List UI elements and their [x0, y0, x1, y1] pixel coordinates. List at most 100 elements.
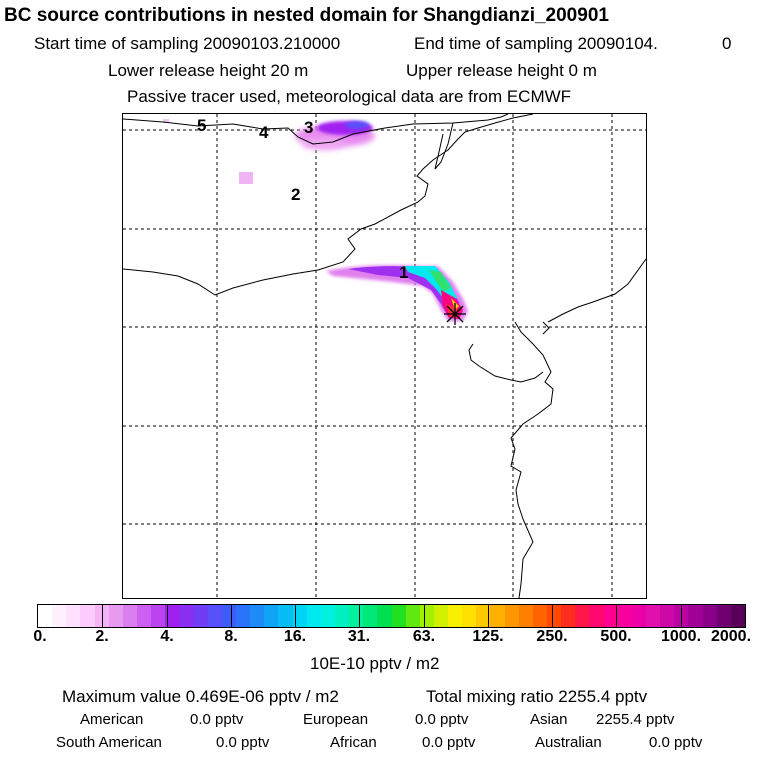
colorbar-swatch — [250, 605, 264, 627]
colorbar-swatch — [363, 605, 377, 627]
colorbar-tick-label: 8. — [224, 628, 238, 645]
start-time-label: Start time of sampling 20090103.210000 — [34, 34, 341, 53]
colorbar-swatch — [703, 605, 717, 627]
colorbar-swatch — [505, 605, 519, 627]
plume-patch-5 — [163, 119, 169, 123]
colorbar-tick-label: 125. — [472, 628, 504, 645]
colorbar-swatch — [307, 605, 321, 627]
colorbar-tick-label: 250. — [536, 628, 568, 645]
plume-north — [295, 121, 375, 150]
source-label-1: 1 — [399, 263, 408, 282]
page-title: BC source contributions in nested domain… — [4, 5, 609, 26]
colorbar-separator — [616, 605, 617, 627]
source-label-5: 5 — [197, 116, 206, 135]
colorbar-separator — [167, 605, 168, 627]
colorbar-swatch — [109, 605, 123, 627]
colorbar-swatch — [194, 605, 208, 627]
region-name-american: American — [80, 711, 144, 728]
colorbar-tick-label: 1000. — [660, 628, 702, 645]
colorbar-swatch — [66, 605, 80, 627]
end-time-label: End time of sampling 20090104. — [414, 34, 658, 53]
colorbar-swatch — [632, 605, 646, 627]
region-name-south-american: South American — [56, 734, 162, 751]
colorbar-tick-label: 2000. — [710, 628, 752, 645]
colorbar-swatch — [646, 605, 660, 627]
colorbar-tick-label: 16. — [283, 628, 307, 645]
max-value-label: Maximum value 0.469E-06 pptv / m2 — [62, 687, 339, 706]
colorbar-swatch — [688, 605, 703, 627]
region-value-european: 0.0 pptv — [415, 711, 469, 728]
map-canvas: 1 2 3 4 5 — [122, 113, 647, 599]
colorbar-swatch — [321, 605, 335, 627]
region-value-australian: 0.0 pptv — [649, 734, 703, 751]
colorbar-tick-label: 4. — [160, 628, 174, 645]
region-value-african: 0.0 pptv — [422, 734, 476, 751]
colorbar-swatch — [448, 605, 462, 627]
plume-patch-2 — [239, 172, 253, 184]
colorbar — [37, 604, 746, 628]
colorbar-swatch — [476, 605, 490, 627]
colorbar-swatch — [278, 605, 293, 627]
colorbar-swatch — [420, 605, 434, 627]
colorbar-swatch — [717, 605, 731, 627]
map-panel: 1 2 3 4 5 — [122, 113, 647, 599]
colorbar-swatch — [618, 605, 632, 627]
colorbar-separator — [359, 605, 360, 627]
colorbar-separator — [552, 605, 553, 627]
colorbar-tick-label: 0. — [33, 628, 47, 645]
colorbar-swatch — [208, 605, 222, 627]
colorbar-swatch — [349, 605, 363, 627]
receptor-star-icon — [444, 303, 466, 325]
colorbar-tick-label: 63. — [412, 628, 436, 645]
colorbar-swatch — [434, 605, 448, 627]
colorbar-swatch — [533, 605, 547, 627]
colorbar-swatch — [589, 605, 604, 627]
colorbar-swatch — [547, 605, 561, 627]
colorbar-units: 10E-10 pptv / m2 — [310, 654, 440, 673]
colorbar-swatch — [151, 605, 165, 627]
colorbar-swatch — [179, 605, 194, 627]
colorbar-swatch — [236, 605, 250, 627]
colorbar-tick-label: 2. — [95, 628, 109, 645]
tracer-note: Passive tracer used, meteorological data… — [127, 87, 572, 106]
colorbar-tick-label: 31. — [347, 628, 371, 645]
colorbar-swatch — [519, 605, 533, 627]
region-value-american: 0.0 pptv — [190, 711, 244, 728]
colorbar-swatch — [264, 605, 278, 627]
region-value-asian: 2255.4 pptv — [596, 711, 675, 728]
colorbar-swatch — [604, 605, 618, 627]
colorbar-swatch — [52, 605, 66, 627]
colorbar-swatch — [575, 605, 589, 627]
region-name-australian: Australian — [535, 734, 602, 751]
colorbar-swatch — [222, 605, 236, 627]
colorbar-swatch — [561, 605, 575, 627]
colorbar-separator — [681, 605, 682, 627]
colorbar-swatch — [335, 605, 349, 627]
grid-lines — [123, 114, 646, 598]
colorbar-separator — [102, 605, 103, 627]
lower-release-label: Lower release height 20 m — [108, 61, 309, 80]
colorbar-swatch — [293, 605, 307, 627]
upper-release-label: Upper release height 0 m — [406, 61, 597, 80]
source-label-2: 2 — [291, 185, 300, 204]
colorbar-swatch — [490, 605, 505, 627]
colorbar-swatch — [406, 605, 420, 627]
colorbar-swatch — [80, 605, 95, 627]
colorbar-swatch — [462, 605, 476, 627]
source-label-3: 3 — [304, 118, 313, 137]
source-label-4: 4 — [259, 123, 269, 142]
region-name-european: European — [303, 711, 369, 728]
colorbar-swatch — [731, 605, 745, 627]
colorbar-separator — [295, 605, 296, 627]
total-mixing-label: Total mixing ratio 2255.4 pptv — [426, 687, 648, 706]
colorbar-swatch — [123, 605, 137, 627]
colorbar-swatch — [137, 605, 151, 627]
region-name-african: African — [330, 734, 377, 751]
end-time-suffix: 0 — [722, 34, 732, 53]
region-name-asian: Asian — [530, 711, 568, 728]
colorbar-separator — [231, 605, 232, 627]
colorbar-separator — [488, 605, 489, 627]
colorbar-swatch — [392, 605, 406, 627]
colorbar-separator — [424, 605, 425, 627]
colorbar-swatch — [165, 605, 179, 627]
